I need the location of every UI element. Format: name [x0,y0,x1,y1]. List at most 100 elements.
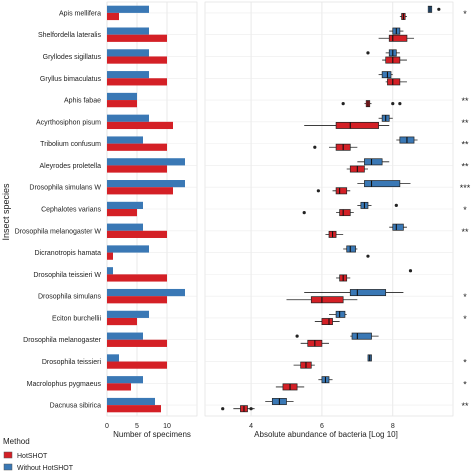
bar-without-hotshot [107,180,185,188]
bar-x-ticks: 0 5 10 [105,423,171,430]
box-without-hotshot [349,289,387,297]
category-label-acyrthosiphon-pisum: Acyrthosiphon pisum [36,119,101,126]
box-hotshot-outlier [249,407,253,411]
box-without-hotshot [335,310,346,318]
bar-hotshot [107,361,167,369]
box-hotshot-outlier [391,102,395,106]
box-x-axis-title: Absolute abundance of bacteria [Log 10] [254,430,398,439]
box-hotshot [335,121,379,129]
legend-label-without-hotshot: Without HotSHOT [17,465,74,472]
box-hotshot [310,296,344,304]
box-chart-marks [221,5,441,413]
category-label-tribolium-confusum: Tribolium confusum [40,141,101,148]
box-hotshot-outlier [313,145,317,149]
bar-hotshot [107,165,167,173]
box-hotshot-outlier [341,102,345,106]
box-panel-grid [205,2,453,416]
box-without-hotshot [364,158,383,166]
category-label-aphis-fabae: Aphis fabae [64,98,101,105]
bar-without-hotshot [107,201,143,209]
significance-marks: ********************* [460,9,471,411]
box-x-tick-label: 8 [391,423,395,430]
bar-hotshot [107,209,137,217]
box-x-tick-label: 6 [320,423,324,430]
box-without-hotshot-outlier [394,203,398,207]
category-label-drosophila-teissieri: Drosophila teissieri [42,359,102,366]
bar-without-hotshot [107,332,143,340]
category-label-gryllodes-sigillatus: Gryllodes sigillatus [43,54,102,61]
legend-swatch-hotshot [3,451,13,459]
legend-label-hotshot: HotSHOT [17,453,48,460]
significance-mark: ** [461,140,469,150]
bar-x-tick-label: 5 [135,423,139,430]
bar-without-hotshot [107,92,137,101]
category-label-shelfordella-lateralis: Shelfordella lateralis [38,32,102,39]
significance-mark: * [463,314,467,324]
bar-without-hotshot [107,288,185,297]
bar-hotshot [107,143,167,151]
category-label-dicranotropis-hamata: Dicranotropis hamata [34,250,101,257]
category-label-drosophila-simulans: Drosophila simulans [38,294,102,301]
y-axis-title: Insect species [1,183,11,241]
bar-hotshot [107,383,131,391]
box-without-hotshot [392,223,404,231]
box-hotshot [387,78,401,86]
box-x-ticks: 4 6 8 [249,423,395,430]
significance-mark: * [463,292,467,302]
box-without-hotshot [381,71,392,79]
box-without-hotshot-outlier [295,334,299,338]
category-label-drosophila-teissieri-w: Drosophila teissieri W [33,272,101,279]
box-without-hotshot [346,245,356,253]
category-labels: Apis mellifera Shelfordella lateralis Gryl… [15,10,102,409]
box-without-hotshot [364,180,401,188]
significance-mark: * [463,9,467,19]
category-label-drosophila-simulans-w: Drosophila simulans W [29,185,101,192]
significance-mark: ** [461,96,469,106]
bar-hotshot [107,34,167,42]
bar-hotshot [107,274,167,282]
bar-hotshot [107,296,167,304]
significance-mark: * [463,379,467,389]
bar-hotshot [107,100,137,108]
box-hotshot-outlier [302,211,306,215]
bar-without-hotshot [107,114,149,122]
bar-x-tick-label: 10 [163,423,171,430]
box-hotshot [321,318,333,325]
box-hotshot-outlier [221,407,225,411]
category-label-apis-mellifera: Apis mellifera [59,10,101,17]
significance-mark: * [463,205,467,215]
bar-without-hotshot [107,376,143,384]
box-hotshot [339,209,351,217]
bar-without-hotshot [107,5,149,13]
significance-mark: ** [461,118,469,128]
bar-hotshot [107,78,167,86]
box-hotshot-outlier [366,254,370,258]
box-without-hotshot [351,332,372,340]
bar-hotshot [107,187,173,195]
significance-mark: ** [461,161,469,171]
bar-without-hotshot [107,310,149,318]
bar-chart-marks [107,5,185,413]
box-x-tick-label: 4 [249,423,253,430]
bar-hotshot [107,339,167,347]
box-hotshot [335,187,348,195]
category-label-dacnusa-sibirica: Dacnusa sibirica [50,403,101,410]
bar-hotshot [107,252,113,260]
category-label-gryllus-bimaculatus: Gryllus bimaculatus [40,76,102,83]
bar-hotshot [107,317,137,326]
category-label-drosophila-melanogaster: Drosophila melanogaster [23,337,101,344]
category-label-cephalotes-varians: Cephalotes varians [41,207,101,214]
bar-without-hotshot [107,158,185,166]
bar-without-hotshot [107,223,143,231]
bar-without-hotshot [107,49,149,57]
significance-mark: ** [461,227,469,237]
category-label-drosophila-melanogaster-w: Drosophila melanogaster W [15,228,102,235]
category-label-eciton-burchellii: Eciton burchellii [52,315,101,322]
bar-hotshot [107,12,119,21]
box-without-hotshot-outlier [437,7,441,11]
bar-x-axis-title: Number of specimens [113,430,191,439]
bar-without-hotshot [107,397,155,406]
box-hotshot-outlier [316,189,320,193]
bar-without-hotshot [107,71,149,79]
